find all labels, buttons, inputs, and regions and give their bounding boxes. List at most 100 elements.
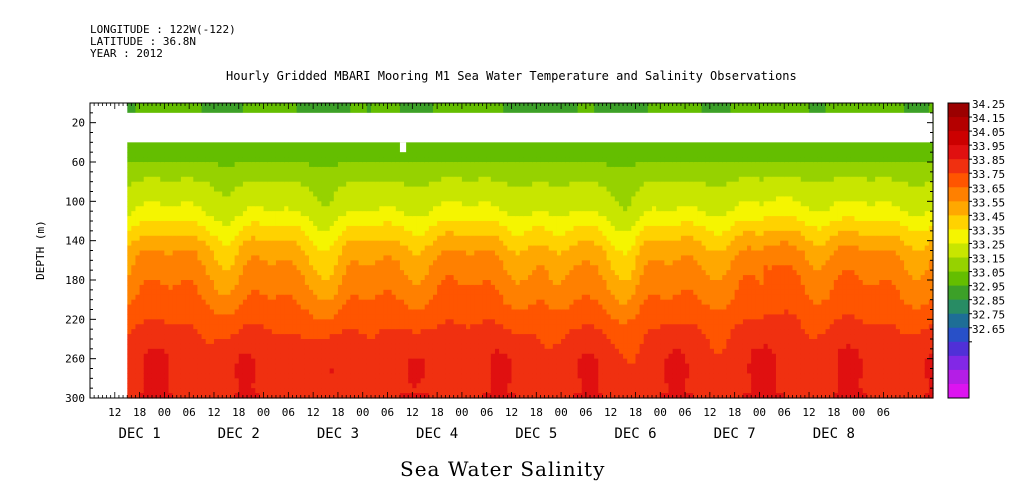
heatmap-cell (213, 275, 219, 281)
heatmap-cell (209, 304, 215, 311)
heatmap-cell (143, 196, 149, 202)
heatmap-cell (226, 358, 232, 365)
heatmap-cell (238, 142, 244, 148)
heatmap-cell (139, 103, 145, 109)
heatmap-cell (428, 388, 434, 394)
heatmap-cell (329, 383, 335, 389)
heatmap-cell (441, 309, 446, 316)
heatmap-cell (309, 309, 314, 316)
heatmap-cell (354, 339, 360, 345)
heatmap-cell (437, 314, 442, 320)
heatmap-cell (284, 186, 289, 193)
heatmap-cell (387, 166, 393, 173)
heatmap-cell (275, 329, 281, 335)
heatmap-cell (350, 265, 356, 271)
heatmap-cell (337, 275, 343, 281)
heatmap-cell (284, 216, 289, 222)
heatmap-cell (218, 206, 223, 212)
heatmap-cell (354, 221, 360, 227)
heatmap-cell (366, 319, 372, 325)
heatmap-cell (147, 216, 153, 222)
heatmap-cell (205, 373, 211, 379)
heatmap-cell (164, 309, 170, 316)
heatmap-cell (325, 147, 331, 153)
heatmap-cell (263, 289, 269, 296)
heatmap-cell (354, 294, 360, 301)
heatmap-cell (255, 358, 261, 365)
heatmap-cell (284, 152, 289, 158)
heatmap-cell (284, 147, 289, 153)
heatmap-cell (354, 388, 360, 394)
heatmap-cell (420, 206, 426, 212)
heatmap-cell (317, 353, 323, 360)
heatmap-cell (185, 280, 190, 286)
heatmap-cell (127, 368, 132, 375)
heatmap-cell (337, 368, 343, 375)
heatmap-cell (160, 329, 165, 335)
heatmap-cell (412, 152, 418, 158)
heatmap-cell (205, 383, 211, 389)
heatmap-cell (325, 324, 331, 330)
heatmap-cell (238, 353, 244, 360)
heatmap-cell (325, 309, 331, 316)
heatmap-cell (242, 334, 248, 340)
heatmap-cell (296, 388, 302, 394)
heatmap-cell (151, 196, 157, 202)
heatmap-cell (242, 166, 248, 173)
heatmap-cell (201, 314, 207, 320)
heatmap-cell (156, 299, 161, 306)
heatmap-cell (222, 373, 227, 379)
heatmap-cell (453, 196, 459, 202)
heatmap-cell (313, 250, 318, 257)
heatmap-cell (428, 265, 434, 271)
heatmap-cell (404, 309, 409, 316)
heatmap-cell (209, 152, 215, 158)
heatmap-cell (156, 255, 161, 261)
heatmap-cell (424, 235, 430, 242)
heatmap-cell (164, 265, 170, 271)
heatmap-cell (379, 245, 384, 252)
heatmap-cell (226, 250, 232, 257)
heatmap-cell (205, 343, 211, 350)
heatmap-cell (209, 284, 215, 291)
heatmap-cell (449, 280, 455, 286)
heatmap-cell (416, 265, 422, 271)
heatmap-cell (358, 284, 364, 291)
heatmap-cell (193, 378, 199, 384)
heatmap-cell (399, 260, 405, 266)
heatmap-cell (168, 107, 174, 114)
heatmap-cell (404, 250, 409, 257)
heatmap-cell (222, 142, 227, 148)
heatmap-cell (445, 216, 451, 222)
heatmap-cell (292, 255, 298, 261)
heatmap-cell (408, 176, 413, 183)
heatmap-cell (193, 162, 199, 168)
heatmap-cell (437, 176, 442, 183)
heatmap-cell (346, 147, 351, 153)
heatmap-cell (209, 176, 215, 183)
heatmap-cell (325, 270, 331, 276)
heatmap-cell (234, 309, 240, 316)
heatmap-cell (205, 147, 211, 153)
heatmap-cell (309, 324, 314, 330)
heatmap-cell (399, 166, 405, 173)
heatmap-cell (180, 329, 186, 335)
heatmap-cell (193, 358, 199, 365)
heatmap-cell (457, 201, 463, 207)
heatmap-cell (180, 334, 186, 340)
heatmap-cell (441, 329, 446, 335)
heatmap-cell (375, 343, 380, 350)
heatmap-cell (238, 304, 244, 311)
heatmap-cell (251, 230, 256, 237)
heatmap-cell (292, 171, 298, 178)
heatmap-cell (201, 348, 207, 355)
heatmap-cell (222, 368, 227, 375)
heatmap-cell (329, 348, 335, 355)
heatmap-cell (176, 270, 182, 276)
heatmap-cell (127, 216, 132, 222)
heatmap-cell (391, 166, 397, 173)
heatmap-cell (321, 201, 327, 207)
heatmap-cell (275, 176, 281, 183)
heatmap-cell (156, 171, 161, 178)
heatmap-cell (238, 225, 244, 232)
